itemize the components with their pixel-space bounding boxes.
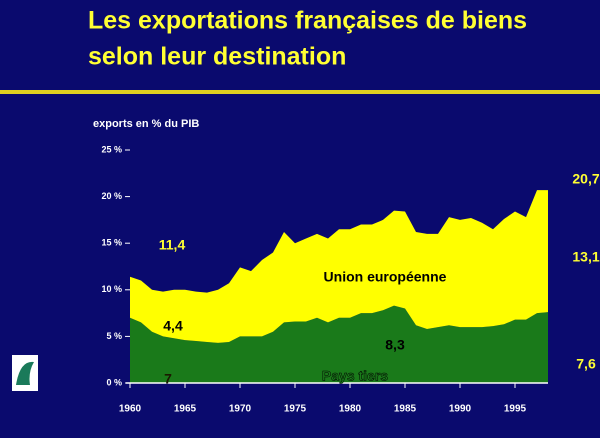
y-tick-label: 20 %	[101, 191, 122, 201]
x-tick-label: 1990	[449, 404, 472, 415]
x-tick-label: 1985	[394, 404, 417, 415]
y-tick-label: 15 %	[101, 238, 122, 248]
y-tick-label: 0 %	[106, 377, 122, 387]
chart-subtitle: selon leur destination	[88, 43, 346, 71]
y-tick-label: 5 %	[106, 331, 122, 341]
area	[130, 305, 548, 383]
annotation: 8,3	[385, 337, 405, 353]
annotation: 4,4	[163, 318, 183, 334]
annotation: 11,4	[159, 237, 186, 253]
area	[130, 190, 548, 343]
x-tick-label: 1965	[174, 404, 197, 415]
logo-mark	[16, 361, 34, 385]
series-label: Pays tiers	[322, 368, 388, 384]
x-tick-label: 1980	[339, 404, 362, 415]
y-tick-label: 10 %	[101, 284, 122, 294]
series-label: Union européenne	[324, 269, 447, 285]
x-tick-label: 1970	[229, 404, 252, 415]
annotation: 7,6	[576, 356, 596, 372]
y-tick-label: 25 %	[101, 144, 122, 154]
chart-title: Les exportations françaises de biens	[88, 7, 527, 35]
x-tick-label: 1975	[284, 404, 307, 415]
annotation: 7	[164, 371, 172, 387]
title-rule	[0, 90, 600, 94]
annotation: 20,7	[572, 171, 599, 187]
y-axis-label: exports en % du PIB	[93, 118, 199, 130]
x-tick-label: 1995	[504, 404, 527, 415]
annotation: 13,1	[572, 249, 599, 265]
x-tick-label: 1960	[119, 404, 142, 415]
